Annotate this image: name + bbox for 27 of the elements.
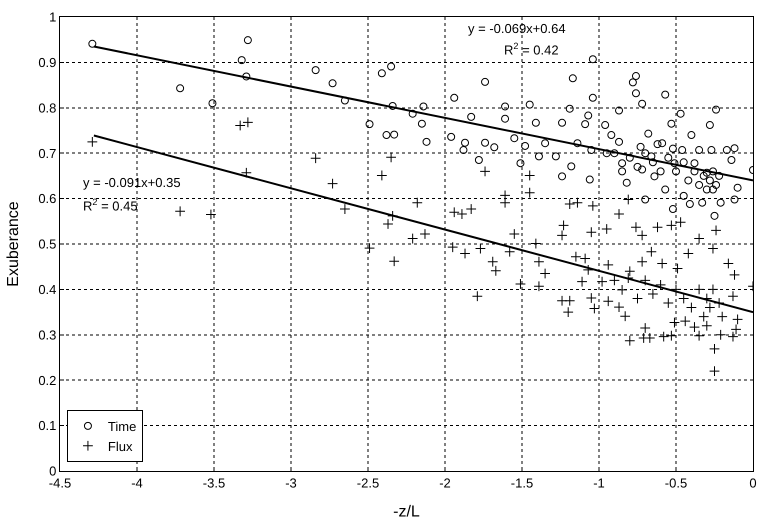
y-axis-title: Exuberance (5, 201, 22, 287)
x-tick-label: 0 (749, 476, 757, 491)
y-tick-label: 1 (49, 10, 56, 25)
y-tick-label: 0.6 (38, 191, 56, 206)
x-tick-label: -1 (593, 476, 605, 491)
x-tick-label: -1.5 (510, 476, 534, 491)
x-tick-label: -2 (439, 476, 451, 491)
y-tick-label: 0.5 (38, 236, 56, 252)
x-tick-label: -0.5 (664, 476, 688, 491)
legend-label: Time (108, 418, 136, 434)
annotation: y = -0.069x+0.64 (468, 21, 566, 36)
y-tick-label: 0.2 (38, 372, 56, 388)
x-tick-label: -2.5 (356, 476, 380, 491)
x-axis-title: -z/L (393, 503, 420, 520)
y-tick-label: 0.7 (38, 146, 56, 161)
x-tick-label: -3.5 (202, 476, 226, 491)
y-tick-label: 0.8 (38, 100, 56, 116)
x-tick-label: -4 (131, 476, 143, 491)
x-tick-label: -3 (285, 476, 297, 491)
legend-label: Flux (108, 438, 133, 454)
y-tick-label: 0.4 (38, 282, 56, 297)
y-tick-label: 0.1 (38, 418, 56, 434)
annotation: R$^{2}$ = 0.45 (83, 197, 138, 214)
y-tick-label: 0.3 (38, 327, 56, 342)
annotation: R$^{2}$ = 0.42 (504, 41, 559, 58)
annotation: y = -0.091x+0.35 (83, 175, 181, 190)
y-tick-label: 0.9 (38, 54, 56, 70)
